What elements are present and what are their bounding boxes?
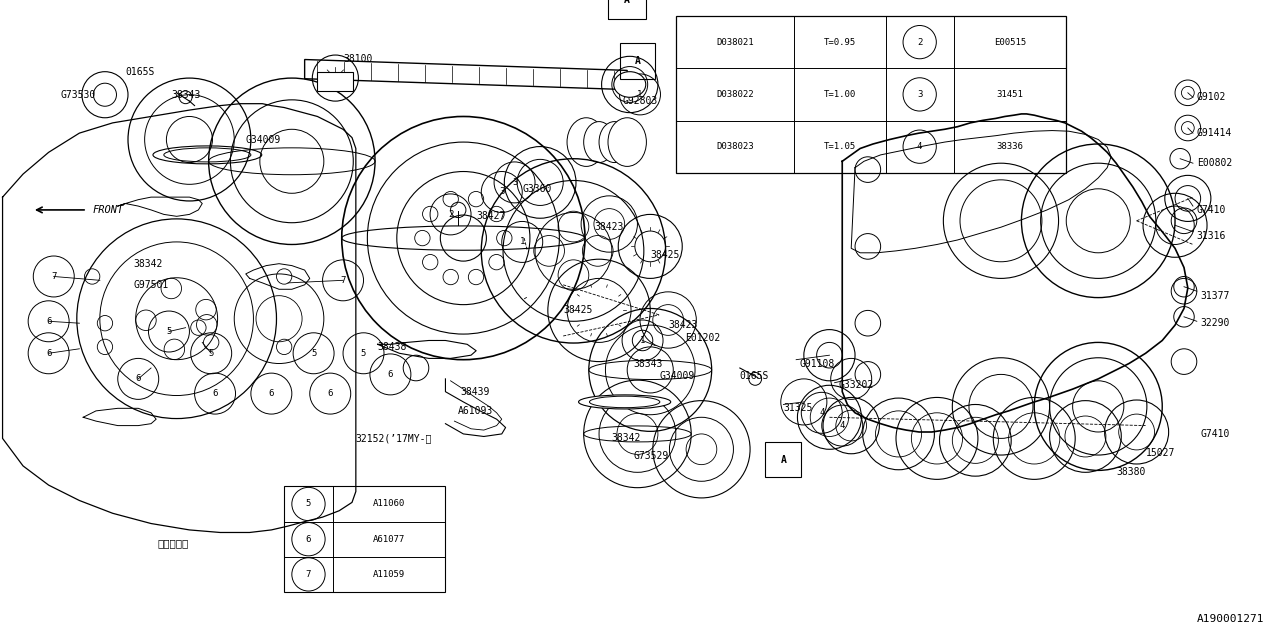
Bar: [608, 0, 646, 19]
Text: 31316: 31316: [1197, 230, 1226, 241]
Text: G33202: G33202: [838, 380, 874, 390]
Text: G9102: G9102: [1197, 92, 1226, 102]
Text: 3: 3: [499, 188, 504, 196]
Text: A: A: [781, 454, 786, 465]
Text: G73529: G73529: [634, 451, 669, 461]
Text: 15027: 15027: [1146, 448, 1175, 458]
Text: 4: 4: [840, 421, 845, 430]
Text: 38438: 38438: [378, 342, 407, 352]
Text: 5: 5: [209, 349, 214, 358]
Text: G34009: G34009: [246, 134, 282, 145]
Text: 0165S: 0165S: [740, 371, 769, 381]
Text: 7: 7: [340, 276, 346, 285]
Text: G91108: G91108: [800, 358, 836, 369]
Bar: [676, 16, 1066, 173]
Text: 7: 7: [51, 272, 56, 281]
Text: 31451: 31451: [997, 90, 1023, 99]
Text: D038022: D038022: [716, 90, 754, 99]
Text: 38380: 38380: [1116, 467, 1146, 477]
Text: G7410: G7410: [1201, 429, 1230, 439]
Ellipse shape: [579, 395, 671, 409]
Text: A190001271: A190001271: [1197, 614, 1265, 624]
Text: 2: 2: [448, 210, 453, 219]
Text: 7: 7: [306, 570, 311, 579]
Text: A: A: [635, 56, 640, 66]
Text: G3360: G3360: [522, 184, 552, 194]
Text: 32152(’17MY-）: 32152(’17MY-）: [356, 433, 433, 444]
Text: 38439: 38439: [461, 387, 490, 397]
Text: E01202: E01202: [685, 333, 721, 343]
Ellipse shape: [614, 72, 646, 97]
Text: T=1.00: T=1.00: [823, 90, 856, 99]
Text: 4: 4: [916, 142, 923, 151]
Text: 31454: 31454: [579, 143, 608, 154]
Text: 38423: 38423: [668, 320, 698, 330]
Text: 6: 6: [306, 534, 311, 544]
Text: 0165S: 0165S: [125, 67, 155, 77]
Text: 6: 6: [269, 389, 274, 398]
Text: T=0.95: T=0.95: [823, 38, 856, 47]
Text: 38343: 38343: [634, 358, 663, 369]
Text: G97501: G97501: [133, 280, 169, 290]
Polygon shape: [305, 60, 627, 90]
Text: A: A: [625, 0, 630, 5]
Text: 38427: 38427: [476, 211, 506, 221]
Text: A61077: A61077: [372, 534, 406, 544]
Text: 38342: 38342: [133, 259, 163, 269]
Text: 38336: 38336: [997, 142, 1023, 151]
Text: 6: 6: [212, 389, 218, 398]
Text: 2: 2: [916, 38, 923, 47]
Text: 1: 1: [637, 90, 643, 99]
Text: G92803: G92803: [622, 96, 658, 106]
Bar: [765, 442, 801, 477]
Text: G91414: G91414: [1197, 128, 1233, 138]
Ellipse shape: [567, 118, 605, 166]
Ellipse shape: [584, 122, 614, 163]
Text: G7410: G7410: [1197, 205, 1226, 215]
Text: E00802: E00802: [1197, 158, 1233, 168]
Bar: [317, 72, 353, 91]
Text: 1: 1: [640, 336, 645, 345]
Text: 6: 6: [136, 374, 141, 383]
Text: 6: 6: [328, 389, 333, 398]
Text: 4: 4: [819, 408, 824, 417]
Text: 38100: 38100: [343, 54, 372, 64]
Text: 38343: 38343: [172, 90, 201, 100]
Ellipse shape: [608, 118, 646, 166]
Text: G34009: G34009: [659, 371, 695, 381]
Text: 38342: 38342: [612, 433, 641, 444]
Text: 5: 5: [361, 349, 366, 358]
Text: 5: 5: [166, 327, 172, 336]
Text: 38425: 38425: [650, 250, 680, 260]
Text: 6: 6: [388, 370, 393, 379]
Text: 3: 3: [512, 178, 517, 187]
Text: 6: 6: [46, 317, 51, 326]
Text: E00515: E00515: [993, 38, 1027, 47]
Text: 1: 1: [520, 237, 525, 246]
Text: A11060: A11060: [372, 499, 406, 509]
Text: D038023: D038023: [716, 142, 754, 151]
Text: 5: 5: [306, 499, 311, 509]
Text: 〈後方図〉: 〈後方図〉: [157, 538, 188, 548]
Text: 6: 6: [46, 349, 51, 358]
Text: 38423: 38423: [594, 222, 623, 232]
Bar: [284, 486, 445, 592]
Text: 31325: 31325: [783, 403, 813, 413]
Text: T=1.05: T=1.05: [823, 142, 856, 151]
Ellipse shape: [599, 122, 630, 163]
Text: 32290: 32290: [1201, 318, 1230, 328]
Text: G97501: G97501: [604, 399, 640, 410]
Text: FRONT: FRONT: [92, 205, 123, 215]
Text: 3: 3: [916, 90, 923, 99]
Text: A11059: A11059: [372, 570, 406, 579]
Text: 5: 5: [311, 349, 316, 358]
Text: 31377: 31377: [1201, 291, 1230, 301]
Text: D038021: D038021: [716, 38, 754, 47]
Bar: [620, 43, 655, 79]
Text: A61093: A61093: [458, 406, 494, 416]
Text: G73530: G73530: [60, 90, 96, 100]
Text: 38425: 38425: [563, 305, 593, 316]
